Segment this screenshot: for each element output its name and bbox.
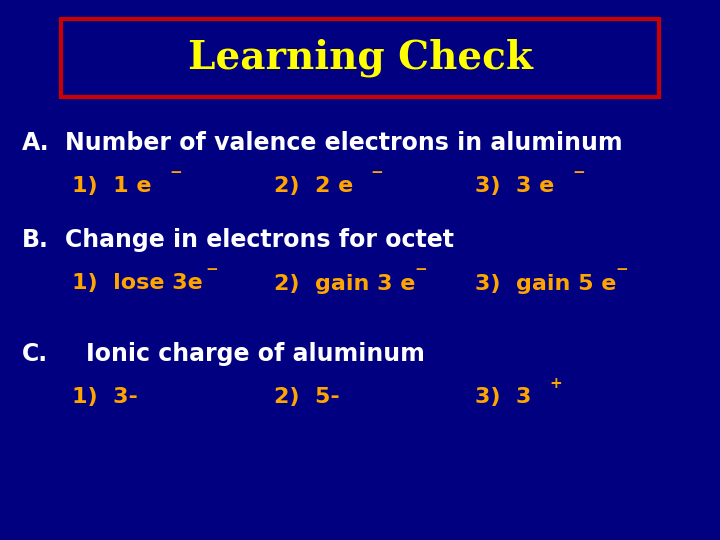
Text: 2)  2 e: 2) 2 e xyxy=(274,176,353,197)
Text: 2)  5-: 2) 5- xyxy=(274,387,339,407)
Text: 1)  3-: 1) 3- xyxy=(72,387,138,407)
Text: 1)  lose 3e: 1) lose 3e xyxy=(72,273,203,294)
Text: −: − xyxy=(616,262,629,278)
Text: Number of valence electrons in aluminum: Number of valence electrons in aluminum xyxy=(65,131,622,155)
Text: −: − xyxy=(572,165,585,180)
Text: Ionic charge of aluminum: Ionic charge of aluminum xyxy=(86,342,426,366)
Text: Change in electrons for octet: Change in electrons for octet xyxy=(65,228,454,252)
Text: −: − xyxy=(414,262,427,278)
Text: 3)  3: 3) 3 xyxy=(475,387,531,407)
Text: C.: C. xyxy=(22,342,48,366)
Text: +: + xyxy=(549,376,562,391)
Text: 2)  gain 3 e: 2) gain 3 e xyxy=(274,273,415,294)
Text: 3)  gain 5 e: 3) gain 5 e xyxy=(475,273,616,294)
Text: A.: A. xyxy=(22,131,49,155)
Text: −: − xyxy=(371,165,384,180)
Text: 3)  3 e: 3) 3 e xyxy=(475,176,554,197)
Text: 1)  1 e: 1) 1 e xyxy=(72,176,151,197)
FancyBboxPatch shape xyxy=(61,19,659,97)
Text: −: − xyxy=(169,165,182,180)
Text: Learning Check: Learning Check xyxy=(188,38,532,77)
Text: B.: B. xyxy=(22,228,48,252)
Text: −: − xyxy=(205,262,218,278)
